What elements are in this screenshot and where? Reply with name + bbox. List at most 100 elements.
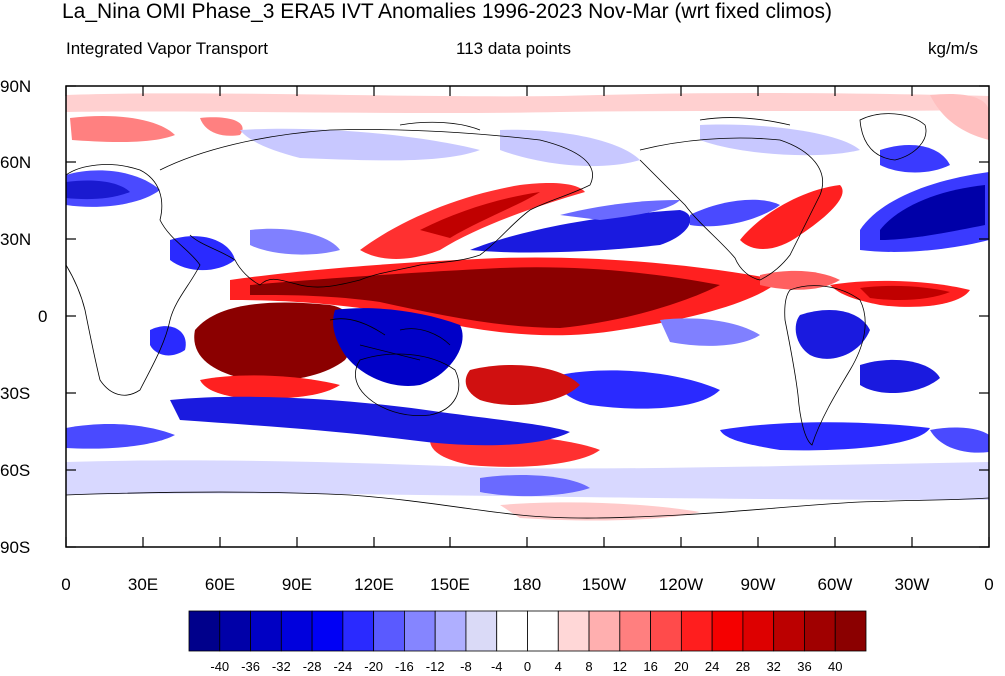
colorbar-label: -4 [491,659,503,674]
colorbar-box [588,610,621,652]
anomaly-patch [720,422,930,451]
anomaly-patch [760,270,840,290]
anomaly-patch [66,424,175,449]
lon-label: 120W [659,575,703,594]
lon-label: 60W [818,575,853,594]
anomaly-patch [250,267,720,328]
anomaly-patch [66,180,130,200]
lat-label: 60S [0,461,30,480]
anomaly-patch [250,228,340,255]
colorbar-label: 40 [828,659,842,674]
anomaly-patch [170,236,235,271]
anomaly-patch [420,192,540,238]
coastline-south-america [784,285,866,446]
variable-label: Integrated Vapor Transport [66,39,268,58]
map-title: La_Nina OMI Phase_3 ERA5 IVT Anomalies 1… [62,0,832,23]
anomaly-patch [930,93,989,140]
coastlines [66,113,989,519]
anomaly-patch [860,359,940,394]
colorbar-label: -28 [303,659,322,674]
lat-label: 30N [0,230,31,249]
lon-label: 0 [61,575,70,594]
anomaly-patch [66,93,989,113]
colorbar-label: 12 [613,659,627,674]
colorbar-box [650,610,682,652]
colorbar-box [311,610,344,652]
lon-label: 120E [354,575,394,594]
colorbar-label: -8 [460,659,472,674]
colorbar-label: 16 [643,659,657,674]
anomaly-patch [558,370,720,409]
longitude-axis [65,86,990,547]
colorbar-box [188,610,221,652]
anomaly-patch [150,326,186,356]
colorbar-box [342,610,375,652]
anomaly-patch [880,185,985,240]
colorbar-label: -40 [210,659,229,674]
lat-label: 0 [38,307,47,326]
lon-label: 0 [984,575,993,594]
lon-label: 60E [205,575,235,594]
latitude-axis [66,85,989,548]
colorbar-box [465,610,498,652]
lon-label: 90E [282,575,312,594]
anomaly-patch [240,128,480,161]
coastline-greenland [859,113,927,161]
anomaly-field [66,93,989,521]
lon-label: 90W [741,575,776,594]
lon-label: 180 [513,575,541,594]
colorbar-box [496,610,528,652]
lat-label: 90S [0,538,30,557]
colorbar-label: 32 [766,659,780,674]
colorbar-box [434,610,467,652]
lon-label: 30E [128,575,158,594]
colorbar: -40 -36 -32 -28 -24 -20 -16 -12 -8 -4 0 4 8 12 16 20 24 2… [188,610,867,674]
anomaly-patch [500,129,640,167]
colorbar-box [834,610,867,652]
anomaly-patch [170,396,570,446]
coastline-antarctica [66,491,989,519]
colorbar-box [742,610,775,652]
anomaly-patch [194,302,355,381]
anomaly-patch [930,427,989,453]
colorbar-label: -36 [241,659,260,674]
lon-label: 150E [430,575,470,594]
anomaly-patch [690,199,780,227]
anomaly-patch [200,117,243,136]
colorbar-label: -16 [395,659,414,674]
lon-label: 150W [582,575,626,594]
anomaly-patch [200,375,340,399]
lat-label: 30S [0,384,30,403]
coastline-asia [159,129,593,288]
colorbar-label: 0 [524,659,531,674]
colorbar-label: -24 [333,659,352,674]
colorbar-label: 24 [705,659,719,674]
anomaly-patch [660,318,760,346]
sample-count-label: 113 data points [456,39,571,58]
colorbar-box [373,610,405,652]
coastline-africa [66,164,201,396]
anomaly-patch [333,308,463,386]
colorbar-box [404,610,436,652]
colorbar-label: 36 [797,659,811,674]
colorbar-label: 4 [555,659,562,674]
colorbar-box [527,610,559,652]
colorbar-label: 28 [736,659,750,674]
anomaly-patch [860,285,950,300]
anomaly-patch [795,310,870,359]
colorbar-box [711,610,744,652]
anomaly-patch [500,502,700,521]
colorbar-label: -12 [426,659,445,674]
coastline-australia [355,353,460,416]
colorbar-box [804,610,836,652]
coastline-arctic [399,117,791,131]
colorbar-box [773,610,805,652]
anomaly-patch [480,475,590,497]
anomaly-patch [470,210,691,253]
colorbar-box [557,610,590,652]
anomaly-patch [70,115,175,143]
colorbar-label: -32 [272,659,291,674]
anomaly-patch [880,145,950,173]
lat-label: 90N [0,77,31,96]
